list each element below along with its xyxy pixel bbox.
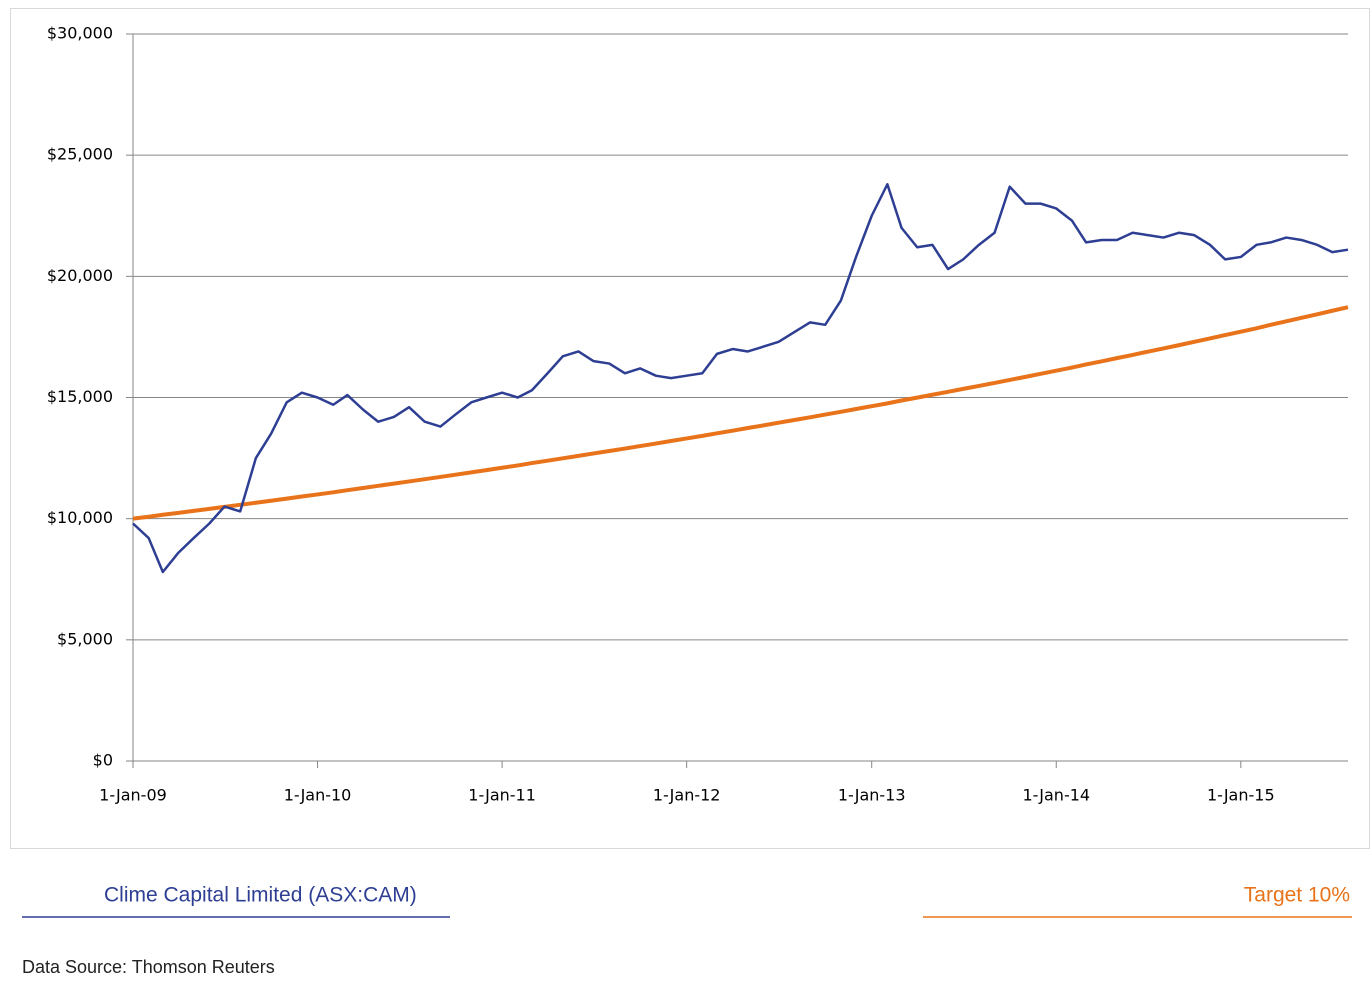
x-tick-label: 1-Jan-11 (468, 786, 536, 805)
x-tick-label: 1-Jan-10 (284, 786, 352, 805)
x-tick-label: 1-Jan-13 (838, 786, 906, 805)
chart-frame (10, 8, 1370, 849)
y-tick-label: $20,000 (47, 266, 113, 285)
series-line (132, 183, 1349, 574)
x-tick-label: 1-Jan-09 (99, 786, 167, 805)
y-tick-label: $5,000 (57, 629, 113, 648)
x-tick-label: 1-Jan-12 (653, 786, 721, 805)
y-tick-label: $30,000 (47, 24, 113, 43)
y-tick-label: $25,000 (47, 145, 113, 164)
x-tick-label: 1-Jan-15 (1207, 786, 1275, 805)
data-source: Data Source: Thomson Reuters (22, 957, 275, 977)
x-tick-label: 1-Jan-14 (1022, 786, 1090, 805)
y-tick-label: $15,000 (47, 387, 113, 406)
y-tick-label: $10,000 (47, 508, 113, 527)
legend-label: Clime Capital Limited (ASX:CAM) (104, 884, 417, 907)
legend-label: Target 10% (1244, 884, 1350, 907)
series-line (132, 305, 1349, 521)
y-tick-label: $0 (93, 751, 113, 770)
